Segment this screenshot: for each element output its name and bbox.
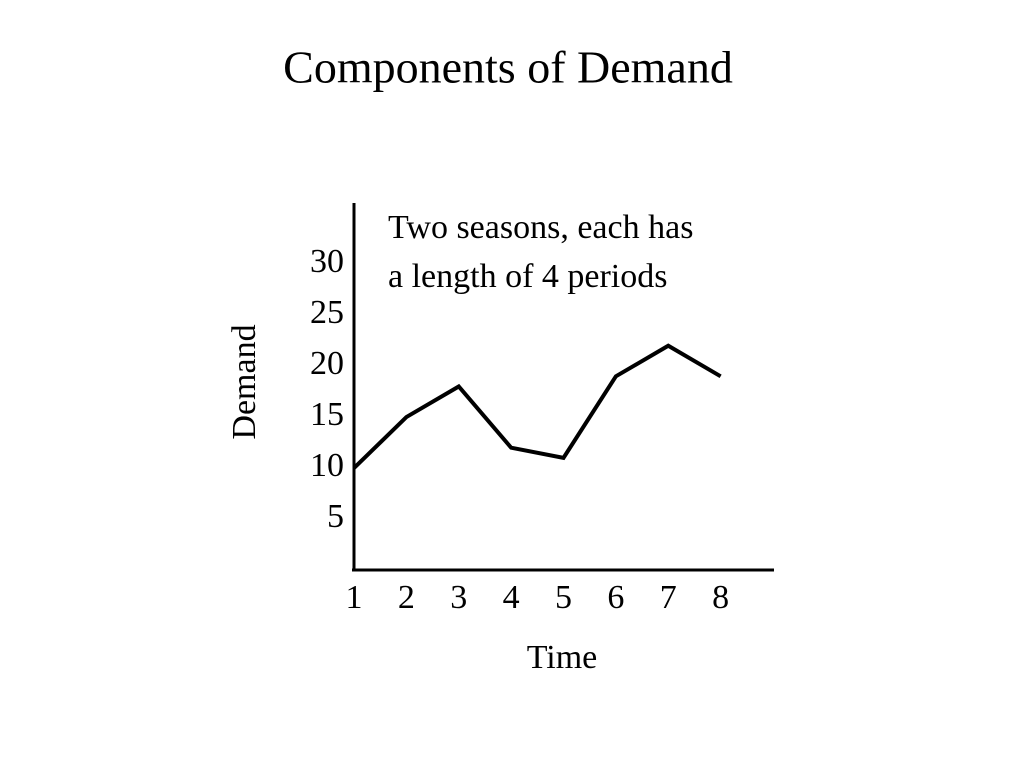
y-axis-label: Demand xyxy=(226,324,263,439)
y-tick-label: 25 xyxy=(310,294,344,331)
x-tick-label: 5 xyxy=(555,579,572,616)
annotation: a length of 4 periods xyxy=(388,258,668,295)
chart-title: Components of Demand xyxy=(283,42,733,93)
x-tick-label: 1 xyxy=(346,579,363,616)
data-line xyxy=(352,343,722,470)
y-tick-label: 5 xyxy=(327,498,344,535)
x-tick-label: 8 xyxy=(712,579,729,616)
x-tick-label: 7 xyxy=(660,579,677,616)
x-tick-label: 3 xyxy=(450,579,467,616)
annotation: Two seasons, each has xyxy=(388,209,693,246)
x-tick-label: 2 xyxy=(398,579,415,616)
x-tick-label: 4 xyxy=(503,579,520,616)
y-tick-label: 20 xyxy=(310,345,344,382)
y-tick-label: 10 xyxy=(310,447,344,484)
x-tick-label: 6 xyxy=(607,579,624,616)
x-axis-label: Time xyxy=(527,639,598,676)
y-tick-label: 30 xyxy=(310,243,344,280)
y-tick-label: 15 xyxy=(310,396,344,433)
